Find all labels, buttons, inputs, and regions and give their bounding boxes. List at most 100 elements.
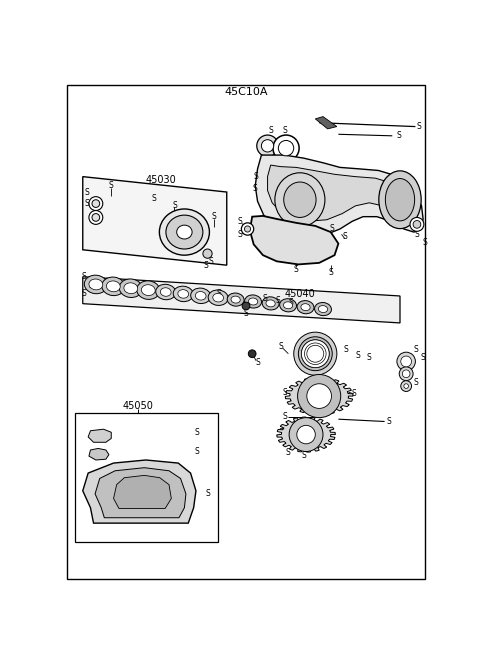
Circle shape bbox=[301, 340, 329, 367]
Text: S: S bbox=[328, 268, 333, 277]
Circle shape bbox=[301, 340, 329, 367]
Ellipse shape bbox=[379, 171, 421, 229]
Circle shape bbox=[241, 223, 254, 235]
Circle shape bbox=[304, 343, 326, 365]
Text: S: S bbox=[342, 232, 347, 241]
Text: S: S bbox=[244, 309, 248, 318]
Text: S: S bbox=[109, 181, 114, 191]
Text: 45030: 45030 bbox=[146, 175, 177, 185]
Text: L: L bbox=[143, 491, 146, 497]
Text: 45040: 45040 bbox=[285, 288, 315, 299]
Ellipse shape bbox=[141, 284, 155, 296]
Text: 45C10A: 45C10A bbox=[224, 87, 268, 97]
Circle shape bbox=[248, 350, 256, 357]
Text: S: S bbox=[216, 289, 221, 298]
Text: S: S bbox=[336, 401, 341, 411]
Polygon shape bbox=[315, 116, 337, 129]
Text: S: S bbox=[278, 428, 283, 437]
Text: S: S bbox=[194, 428, 199, 437]
Text: S: S bbox=[415, 230, 420, 239]
Circle shape bbox=[401, 356, 411, 367]
Text: S: S bbox=[151, 194, 156, 203]
Text: S: S bbox=[276, 296, 281, 305]
Circle shape bbox=[307, 346, 324, 362]
Text: S: S bbox=[255, 359, 260, 367]
Circle shape bbox=[89, 210, 103, 225]
Circle shape bbox=[242, 302, 250, 310]
Text: S: S bbox=[253, 184, 258, 193]
Text: S: S bbox=[351, 389, 356, 398]
Text: S: S bbox=[172, 200, 177, 210]
Bar bbox=[75, 413, 217, 543]
Text: S: S bbox=[396, 131, 401, 141]
Text: S: S bbox=[301, 451, 306, 460]
Text: S: S bbox=[294, 265, 299, 273]
Circle shape bbox=[410, 217, 424, 231]
Ellipse shape bbox=[119, 279, 143, 298]
Text: S: S bbox=[286, 448, 291, 457]
Text: S: S bbox=[355, 351, 360, 360]
Polygon shape bbox=[83, 460, 196, 523]
Ellipse shape bbox=[385, 179, 415, 221]
Ellipse shape bbox=[89, 279, 103, 290]
Polygon shape bbox=[88, 429, 111, 442]
Polygon shape bbox=[255, 155, 423, 237]
Circle shape bbox=[203, 249, 212, 258]
Polygon shape bbox=[95, 468, 186, 518]
Polygon shape bbox=[285, 378, 353, 415]
Text: S: S bbox=[238, 217, 242, 226]
Ellipse shape bbox=[124, 283, 138, 294]
Text: S: S bbox=[422, 238, 427, 247]
Polygon shape bbox=[83, 277, 400, 323]
Text: S: S bbox=[82, 272, 87, 281]
Text: S: S bbox=[238, 230, 242, 239]
Ellipse shape bbox=[249, 298, 258, 305]
Text: S: S bbox=[204, 261, 208, 271]
Ellipse shape bbox=[213, 294, 224, 302]
Text: S: S bbox=[282, 388, 287, 397]
Text: S: S bbox=[413, 378, 418, 388]
Ellipse shape bbox=[195, 292, 206, 300]
Ellipse shape bbox=[301, 304, 310, 311]
Circle shape bbox=[273, 135, 299, 161]
Text: S: S bbox=[268, 126, 273, 135]
Text: S: S bbox=[288, 298, 293, 307]
Text: S: S bbox=[194, 447, 199, 456]
Ellipse shape bbox=[284, 182, 316, 217]
Ellipse shape bbox=[280, 299, 297, 312]
Ellipse shape bbox=[266, 300, 275, 307]
Circle shape bbox=[92, 200, 100, 208]
Polygon shape bbox=[277, 417, 336, 452]
Text: S: S bbox=[282, 413, 287, 421]
Ellipse shape bbox=[156, 284, 176, 300]
Ellipse shape bbox=[107, 281, 120, 292]
Ellipse shape bbox=[231, 296, 240, 303]
Text: S: S bbox=[82, 289, 87, 298]
Circle shape bbox=[307, 384, 332, 409]
Circle shape bbox=[89, 196, 103, 210]
Ellipse shape bbox=[318, 306, 328, 313]
Text: S: S bbox=[344, 346, 348, 354]
Text: S: S bbox=[209, 257, 214, 266]
Ellipse shape bbox=[208, 290, 228, 306]
Circle shape bbox=[399, 367, 413, 380]
Circle shape bbox=[257, 135, 278, 156]
Circle shape bbox=[397, 352, 415, 371]
Ellipse shape bbox=[173, 286, 193, 302]
Circle shape bbox=[298, 374, 341, 418]
Text: S: S bbox=[421, 353, 425, 362]
Text: S: S bbox=[278, 342, 283, 351]
Circle shape bbox=[92, 214, 100, 221]
Circle shape bbox=[404, 384, 408, 388]
Ellipse shape bbox=[284, 302, 293, 309]
Circle shape bbox=[297, 425, 315, 444]
Circle shape bbox=[402, 370, 410, 378]
Text: S: S bbox=[330, 225, 335, 233]
Text: S: S bbox=[205, 489, 210, 499]
Text: S: S bbox=[84, 187, 89, 196]
Ellipse shape bbox=[297, 301, 314, 314]
Text: S: S bbox=[84, 199, 89, 208]
Ellipse shape bbox=[159, 209, 209, 255]
Polygon shape bbox=[267, 165, 417, 223]
Text: S: S bbox=[367, 353, 372, 362]
